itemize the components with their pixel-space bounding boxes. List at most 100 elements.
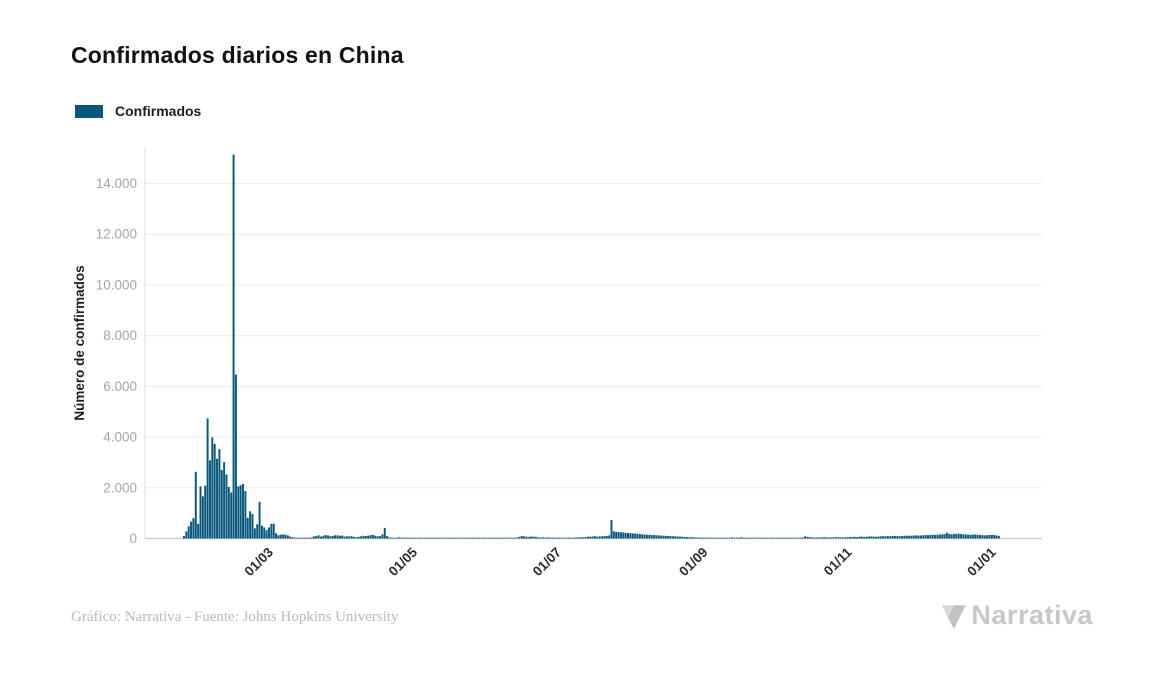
bar xyxy=(929,534,932,539)
bar xyxy=(426,537,429,539)
bar xyxy=(237,486,240,539)
bar xyxy=(334,535,337,539)
bar xyxy=(634,533,637,539)
bar xyxy=(608,535,611,539)
bar xyxy=(482,537,485,539)
narrativa-logo-icon xyxy=(942,604,967,629)
bar xyxy=(705,537,707,539)
bar xyxy=(421,537,424,539)
bar xyxy=(350,536,353,539)
bar xyxy=(860,536,863,539)
bar xyxy=(317,535,320,539)
bar xyxy=(601,536,604,539)
bar xyxy=(336,535,339,539)
bar xyxy=(298,537,301,539)
svg-text:6.000: 6.000 xyxy=(103,379,137,394)
bar xyxy=(246,517,249,539)
bar xyxy=(194,471,197,539)
bars[interactable] xyxy=(183,154,1000,539)
bar xyxy=(901,535,903,539)
bar xyxy=(383,527,386,539)
bar xyxy=(761,537,764,539)
bar xyxy=(464,537,467,539)
bar xyxy=(185,531,188,539)
bar xyxy=(362,535,365,539)
bar xyxy=(948,533,951,539)
bar xyxy=(830,537,833,539)
bar xyxy=(296,537,299,539)
bar xyxy=(908,535,911,539)
bar xyxy=(773,537,776,539)
bar xyxy=(924,535,927,539)
bar xyxy=(497,537,500,539)
bar xyxy=(225,474,228,539)
bar xyxy=(714,537,717,539)
narrativa-logo-text: Narrativa xyxy=(971,600,1093,630)
bar xyxy=(636,533,639,539)
bar xyxy=(823,537,826,539)
bar xyxy=(511,537,514,539)
bar xyxy=(558,537,561,539)
bar xyxy=(513,537,516,539)
svg-text:4.000: 4.000 xyxy=(103,430,137,445)
bar xyxy=(896,536,899,539)
bar xyxy=(808,537,811,539)
bar xyxy=(671,536,674,539)
bar xyxy=(759,537,762,539)
bar xyxy=(693,537,696,539)
bar xyxy=(995,535,998,539)
bar xyxy=(917,535,920,539)
bar xyxy=(816,537,818,539)
bar xyxy=(700,537,703,539)
bar xyxy=(239,485,242,539)
bar xyxy=(393,537,396,539)
bar xyxy=(390,537,393,539)
bar xyxy=(456,537,459,539)
bar xyxy=(397,537,400,539)
bar xyxy=(596,536,599,539)
bar xyxy=(348,536,351,539)
bar xyxy=(279,534,282,539)
bar xyxy=(629,533,632,539)
bar xyxy=(719,537,722,539)
bar xyxy=(468,537,471,539)
bar xyxy=(837,537,840,539)
bar xyxy=(183,536,185,539)
bar xyxy=(523,536,526,539)
bar xyxy=(858,536,861,539)
legend-label: Confirmados xyxy=(115,103,202,119)
bar xyxy=(818,537,821,539)
legend-item-confirmados[interactable]: Confirmados xyxy=(75,103,201,119)
bar xyxy=(976,534,979,539)
bar xyxy=(676,536,679,539)
bar xyxy=(742,537,745,539)
bar xyxy=(416,537,419,539)
svg-text:01/09: 01/09 xyxy=(676,545,711,580)
bar xyxy=(216,458,219,539)
bar xyxy=(508,537,511,539)
bar xyxy=(582,537,585,539)
bar xyxy=(447,537,450,539)
bar xyxy=(454,537,457,539)
bar xyxy=(842,537,844,539)
bar xyxy=(962,534,965,539)
bar xyxy=(674,536,677,539)
bar xyxy=(553,537,556,539)
bar xyxy=(655,535,658,539)
bar xyxy=(527,536,530,539)
bar xyxy=(428,537,431,539)
bar xyxy=(584,537,587,539)
bar xyxy=(782,537,785,539)
bar xyxy=(308,537,311,539)
bar xyxy=(619,532,622,539)
bar xyxy=(738,537,741,539)
bar xyxy=(374,535,377,539)
bar xyxy=(986,535,989,539)
bar xyxy=(681,536,684,539)
bar xyxy=(431,537,433,539)
svg-text:12.000: 12.000 xyxy=(96,227,137,242)
bar xyxy=(201,496,204,539)
bar xyxy=(253,528,256,539)
bar xyxy=(827,537,830,539)
